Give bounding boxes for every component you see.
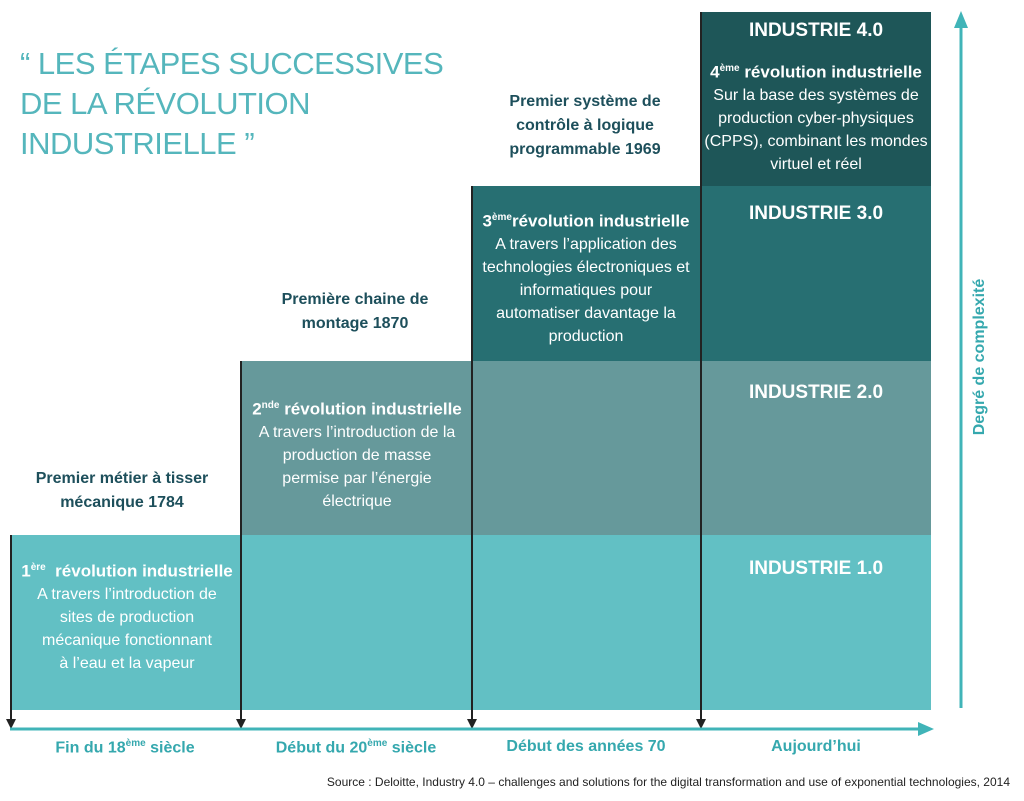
- milestone-2: Première chaine de montage 1870: [281, 291, 429, 332]
- revolution-1-description: A travers l’introduction de sites de pro…: [37, 585, 217, 672]
- industry-4-label: INDUSTRIE 4.0: [748, 20, 884, 41]
- drop-arrowhead-4: [696, 719, 706, 729]
- ordinal-sup: ème: [719, 63, 740, 74]
- industry-3-label: INDUSTRIE 3.0: [748, 203, 884, 224]
- period-text: Début du 20: [275, 739, 368, 757]
- revolution-word: révolution industrielle: [284, 399, 462, 419]
- revolution-1-heading: 1ère révolution industrielle: [14, 556, 240, 583]
- industry-1-label: INDUSTRIE 1.0: [748, 558, 884, 579]
- period-sup: ème: [125, 738, 146, 749]
- revolution-word: révolution industrielle: [55, 561, 233, 581]
- milestone-1: Premier métier à tisser mécanique 1784: [35, 470, 209, 511]
- period-sup: ème: [367, 738, 388, 749]
- revolution-2-description: A travers l’introduction de la productio…: [258, 423, 456, 510]
- ordinal: 2: [252, 399, 262, 419]
- ordinal-sup: ère: [30, 562, 46, 573]
- drop-arrowhead-3: [467, 719, 477, 729]
- period-text: Début des années 70: [506, 738, 666, 755]
- page-title: “ LES ÉTAPES SUCCESSIVES DE LA RÉVOLUTIO…: [20, 46, 444, 161]
- drop-arrowhead-2: [236, 719, 246, 729]
- period-suffix: siècle: [145, 739, 195, 757]
- milestone-3: Premier système de contrôle à logique pr…: [509, 93, 661, 158]
- drop-arrowhead-1: [6, 719, 16, 729]
- revolution-4-description: Sur la base des systèmes de production c…: [704, 86, 928, 173]
- period-label-4: Aujourd’hui: [702, 738, 930, 756]
- industry-2-band: [241, 361, 931, 535]
- drop-line-4: [700, 12, 702, 721]
- drop-line-2: [240, 361, 242, 721]
- ordinal-sup: nde: [261, 400, 280, 411]
- industry-2-label: INDUSTRIE 2.0: [748, 382, 884, 403]
- revolution-4-text: 4ème révolution industrielle Sur la base…: [701, 57, 931, 176]
- period-suffix: siècle: [387, 739, 437, 757]
- period-label-2: Début du 20ème siècle: [242, 738, 470, 757]
- revolution-word: révolution industrielle: [744, 62, 922, 82]
- industry-4-band: [701, 12, 931, 186]
- ordinal-sup: ème: [491, 212, 512, 223]
- drop-line-1: [10, 535, 12, 721]
- complexity-axis-arrowhead: [954, 11, 968, 28]
- ordinal: 4: [710, 62, 720, 82]
- time-axis-arrowhead: [918, 722, 934, 736]
- source-note: Source : Deloitte, Industry 4.0 – challe…: [326, 775, 1010, 789]
- revolution-word: révolution industrielle: [511, 211, 690, 231]
- period-label-3: Début des années 70: [473, 738, 699, 756]
- period-label-1: Fin du 18ème siècle: [12, 738, 238, 757]
- ordinal: 1: [21, 561, 31, 581]
- revolution-3-heading: 3èmerévolution industrielle: [473, 206, 699, 233]
- revolution-2-text: 2nde révolution industrielle A travers l…: [244, 394, 470, 513]
- revolution-3-text: 3èmerévolution industrielle A travers l’…: [473, 206, 699, 348]
- ordinal: 3: [482, 211, 492, 231]
- revolution-4-heading: 4ème révolution industrielle: [701, 57, 931, 84]
- revolution-2-heading: 2nde révolution industrielle: [244, 394, 470, 421]
- revolution-3-description: A travers l’application des technologies…: [482, 235, 690, 345]
- revolution-1-text: 1ère révolution industrielle A travers l…: [14, 556, 240, 675]
- drop-line-3: [471, 186, 473, 721]
- period-text: Aujourd’hui: [771, 738, 861, 755]
- complexity-axis-label: Degré de complexité: [971, 278, 988, 436]
- period-text: Fin du 18: [55, 739, 126, 757]
